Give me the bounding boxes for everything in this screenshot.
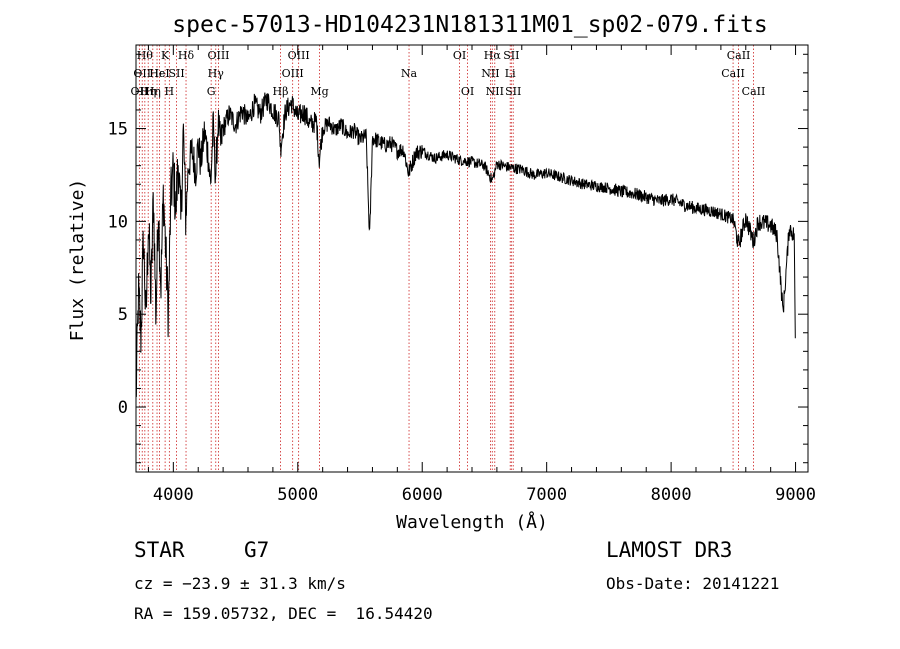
line-marker-label: NII xyxy=(486,85,504,98)
y-axis-label: Flux (relative) xyxy=(67,179,88,342)
spectral-subclass: G7 xyxy=(244,538,270,562)
y-tick-label: 15 xyxy=(108,120,128,140)
x-tick-label: 9000 xyxy=(775,485,816,505)
line-marker-label: CaII xyxy=(727,49,751,62)
line-marker-label: OI xyxy=(461,85,474,98)
line-marker-label: SII xyxy=(503,49,519,62)
line-marker-label: Hβ xyxy=(273,85,289,98)
line-marker-label: Li xyxy=(505,67,516,80)
line-marker-label: OI xyxy=(453,49,466,62)
line-marker-labels: OIIOIIHθHηHηHεHeIKHSIIHδGHγOIIIHβOIIIOII… xyxy=(131,49,766,98)
y-tick-label: 5 xyxy=(118,305,128,325)
line-marker-label: Mg xyxy=(310,85,328,98)
x-tick-label: 8000 xyxy=(651,485,692,505)
line-markers xyxy=(138,45,754,472)
line-marker-label: K xyxy=(161,49,170,62)
ra-dec-coordinates: RA = 159.05732, DEC = 16.54420 xyxy=(134,604,433,623)
line-marker-label: OIII xyxy=(282,67,304,80)
line-marker-label: Hθ xyxy=(137,49,154,62)
line-marker-label: Hγ xyxy=(208,67,225,80)
chart-title: spec-57013-HD104231N181311M01_sp02-079.f… xyxy=(172,12,767,38)
line-marker-label: Hε xyxy=(149,67,165,80)
line-marker-label: HeI xyxy=(149,67,169,80)
axis-ticks: 4000 5000 6000 7000 8000 9000 0 5 10 15 xyxy=(108,45,816,505)
line-marker-label: OIII xyxy=(207,49,229,62)
observation-date: Obs-Date: 20141221 xyxy=(606,574,780,593)
line-marker-label: Hα xyxy=(484,49,502,62)
x-tick-label: 6000 xyxy=(402,485,443,505)
line-marker-label: SII xyxy=(505,85,521,98)
line-marker-label: Hη xyxy=(145,85,161,98)
x-tick-label: 4000 xyxy=(153,485,194,505)
x-tick-label: 5000 xyxy=(277,485,318,505)
line-marker-label: G xyxy=(207,85,216,98)
line-marker-label: OII xyxy=(133,67,151,80)
y-tick-label: 0 xyxy=(118,398,128,418)
x-tick-label: 7000 xyxy=(526,485,567,505)
redshift-cz: cz = −23.9 ± 31.3 km/s xyxy=(134,574,346,593)
line-marker-label: H xyxy=(165,85,175,98)
line-marker-label: OIII xyxy=(288,49,310,62)
survey-name: LAMOST DR3 xyxy=(606,538,733,562)
line-marker-label: Na xyxy=(401,67,418,80)
line-marker-label: SII xyxy=(168,67,184,80)
line-marker-label: Hη xyxy=(140,85,156,98)
line-marker-label: CaII xyxy=(742,85,766,98)
line-marker-label: CaII xyxy=(721,67,745,80)
line-marker-label: NII xyxy=(481,67,499,80)
x-axis-label: Wavelength (Å) xyxy=(396,511,548,533)
plot-frame xyxy=(135,44,809,473)
object-class: STAR xyxy=(134,538,185,562)
spectrum-series-line xyxy=(135,92,796,397)
y-tick-label: 10 xyxy=(108,212,128,232)
line-marker-label: Hδ xyxy=(178,49,195,62)
